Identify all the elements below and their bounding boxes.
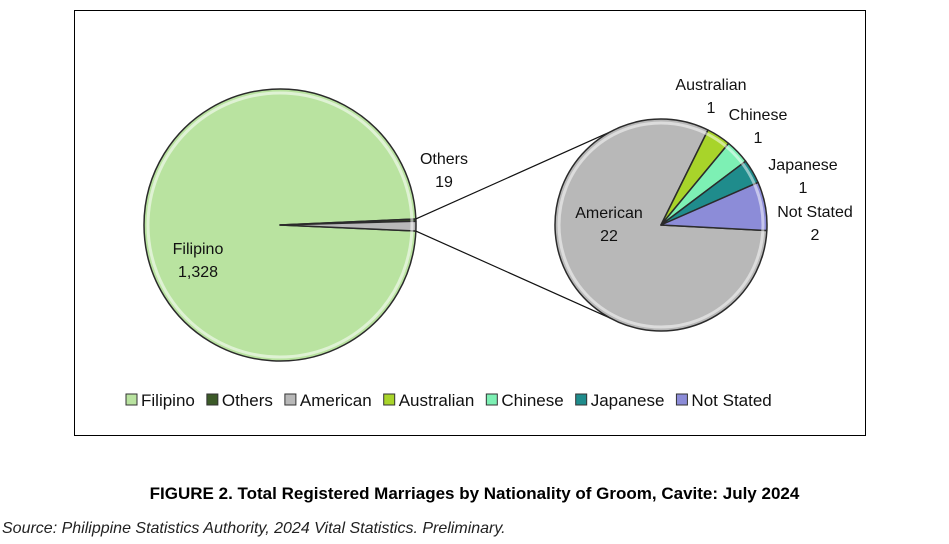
legend-swatch-not-stated xyxy=(675,393,688,406)
legend-swatch-american xyxy=(284,393,297,406)
label-filipino: Filipino xyxy=(173,241,224,258)
legend: Filipino Others American Australian Chinese J… xyxy=(125,391,772,410)
secondary-pie xyxy=(554,118,768,332)
label-japanese: Japanese xyxy=(768,157,837,174)
label-not-stated: Not Stated xyxy=(777,204,853,221)
value-others: 19 xyxy=(435,174,453,191)
data-labels: Filipino 1,328 Others 19 American 22 Australia… xyxy=(173,77,853,281)
legend-swatch-filipino xyxy=(125,393,138,406)
legend-label-australian: Australian xyxy=(399,391,475,410)
main-pie xyxy=(143,88,417,362)
label-chinese: Chinese xyxy=(729,107,788,124)
label-australian: Australian xyxy=(675,77,746,94)
value-filipino: 1,328 xyxy=(178,264,218,281)
connector-top xyxy=(415,130,612,220)
value-american: 22 xyxy=(600,228,618,245)
figure-caption: FIGURE 2. Total Registered Marriages by … xyxy=(149,484,800,503)
slice-others-part xyxy=(279,220,417,232)
legend-label-american: American xyxy=(300,391,372,410)
secondary-pie-rim xyxy=(557,121,765,329)
legend-label-not-stated: Not Stated xyxy=(691,391,771,410)
legend-label-filipino: Filipino xyxy=(141,391,195,410)
legend-swatch-chinese xyxy=(485,393,498,406)
value-japanese: 1 xyxy=(799,180,808,197)
value-australian: 1 xyxy=(707,100,716,117)
value-not-stated: 2 xyxy=(811,227,820,244)
main-pie-rim xyxy=(146,91,414,359)
legend-swatch-australian xyxy=(383,393,396,406)
label-american: American xyxy=(575,205,643,222)
source-note: Source: Philippine Statistics Authority,… xyxy=(2,520,506,537)
value-chinese: 1 xyxy=(754,130,763,147)
legend-label-chinese: Chinese xyxy=(501,391,563,410)
legend-swatch-others xyxy=(206,393,219,406)
legend-label-others: Others xyxy=(222,391,273,410)
legend-swatch-japanese xyxy=(575,393,588,406)
connector-bottom xyxy=(415,230,612,320)
legend-label-japanese: Japanese xyxy=(591,391,665,410)
slice-not-stated xyxy=(660,181,768,232)
connector-lines xyxy=(415,130,612,320)
label-others: Others xyxy=(420,151,468,168)
